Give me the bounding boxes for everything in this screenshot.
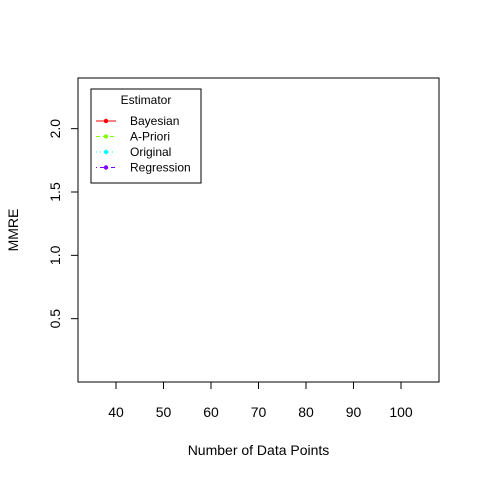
x-tick-label: 50 [156,404,172,420]
y-tick-label: 1.5 [47,182,63,202]
legend-entry: Original [96,145,171,159]
x-tick-label: 90 [346,404,362,420]
legend-point-swatch [103,118,109,124]
legend-label: A-Priori [130,130,170,144]
legend-label: Original [130,145,171,159]
legend-label: Regression [130,161,191,175]
y-tick-label: 1.0 [47,245,63,265]
y-tick-label: 2.0 [47,119,63,139]
x-tick-label: 60 [203,404,219,420]
x-axis: 40 50 60 70 80 90 100 [108,381,413,420]
legend-point-swatch [103,165,109,170]
x-axis-title: Number of Data Points [188,442,330,458]
legend-title: Estimator [121,93,172,107]
x-tick-label: 40 [108,404,124,420]
legend-box [90,88,202,184]
x-tick-label: 70 [251,404,267,420]
legend-entry: Regression [96,161,191,175]
legend-label: Bayesian [130,114,179,128]
x-tick-label: 100 [389,404,413,420]
y-tick-label: 0.5 [47,309,63,329]
legend-point-swatch [103,134,109,139]
legend-entry: A-Priori [96,130,170,144]
x-tick-label: 80 [298,404,314,420]
y-axis-title: MMRE [5,209,21,252]
legend-entry: Bayesian [96,114,179,128]
y-axis: 0.5 1.0 1.5 2.0 [47,119,79,329]
legend-point-swatch [103,149,109,155]
